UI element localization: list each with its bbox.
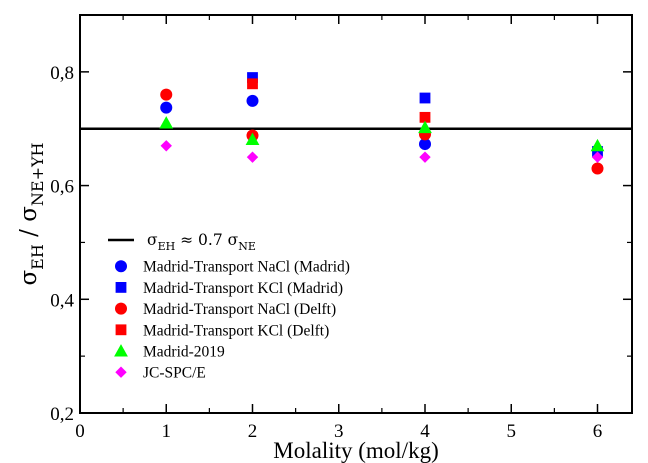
y-tick-label: 0,6 [50,177,74,198]
legend-marker-circle [115,302,127,315]
x-tick-label: 6 [593,421,603,442]
data-point-triangle [418,120,432,134]
data-point-circle [160,101,173,114]
x-tick-label: 1 [162,421,172,442]
data-point-circle [160,88,173,101]
data-point-square [419,111,431,123]
x-tick-label: 5 [507,421,517,442]
data-point-triangle [159,116,174,129]
x-tick-label: 4 [420,421,430,442]
y-tick-label: 0,2 [50,404,74,425]
x-tick-label: 0 [75,421,85,442]
legend-marker-circle [115,260,127,273]
data-point-triangle [245,132,260,146]
legend-label: Madrid-Transport KCl (Delft) [143,322,329,339]
data-point-circle [246,94,259,107]
legend-marker-square [115,282,127,293]
legend: σEH ≈ 0.7 σNE Madrid-Transport NaCl (Madr… [108,231,350,382]
legend-marker-square [115,324,127,336]
legend-marker-diamond [115,366,127,378]
data-point-circle [419,138,431,151]
data-marks [159,72,605,175]
data-point-square [247,78,258,90]
legend-reference-label: σEH ≈ 0.7 σNE [147,231,256,253]
legend-label: Madrid-Transport KCl (Madrid) [143,280,343,297]
legend-label: Madrid-Transport NaCl (Delft) [143,301,336,318]
data-point-circle [591,162,604,175]
data-point-diamond [246,151,259,163]
y-axis-title: σEH / σNE+YH [16,142,47,285]
data-point-diamond [419,151,431,163]
plot-frame [79,14,633,414]
y-tick-label: 0,8 [50,63,74,84]
x-axis-title: Molality (mol/kg) [273,438,438,463]
legend-label: Madrid-2019 [143,344,225,361]
x-tick-label: 3 [334,421,344,442]
data-point-square [247,72,258,83]
legend-label: JC-SPC/E [143,365,206,382]
data-point-diamond [591,151,604,163]
data-point-triangle [590,138,605,152]
data-point-square [419,92,431,104]
legend-label: Madrid-Transport NaCl (Madrid) [143,259,350,276]
axis-ticks: 0 1 2 3 4 5 6 0,2 0,4 0,6 0,8 [50,15,632,442]
x-tick-label: 2 [248,421,258,442]
y-tick-label: 0,4 [50,290,74,311]
legend-marker-triangle [114,344,128,357]
data-point-diamond [160,140,172,152]
